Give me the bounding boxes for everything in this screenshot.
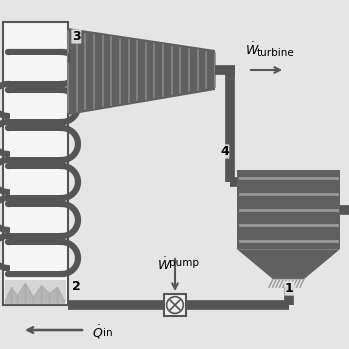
Bar (10, 207, 60, 233)
Text: $\dot{W}$: $\dot{W}$ (157, 256, 172, 273)
Bar (5, 280, 66, 302)
Bar (3, 22, 68, 305)
Text: 1: 1 (285, 282, 294, 295)
Text: $\dot{W}$: $\dot{W}$ (245, 42, 260, 58)
Bar (237, 170, 340, 249)
Text: in: in (103, 328, 113, 338)
Bar (10, 131, 60, 157)
Text: $\dot{Q}$: $\dot{Q}$ (92, 323, 103, 341)
Text: 4: 4 (220, 145, 229, 158)
Bar (10, 55, 60, 81)
Text: 3: 3 (72, 30, 81, 43)
Text: turbine: turbine (257, 48, 295, 58)
Bar (10, 245, 60, 271)
Bar (10, 93, 60, 119)
Polygon shape (68, 28, 215, 115)
Bar (164, 294, 186, 316)
Text: pump: pump (169, 258, 199, 268)
Text: 2: 2 (72, 280, 81, 293)
Polygon shape (237, 249, 340, 279)
Bar (10, 169, 60, 195)
